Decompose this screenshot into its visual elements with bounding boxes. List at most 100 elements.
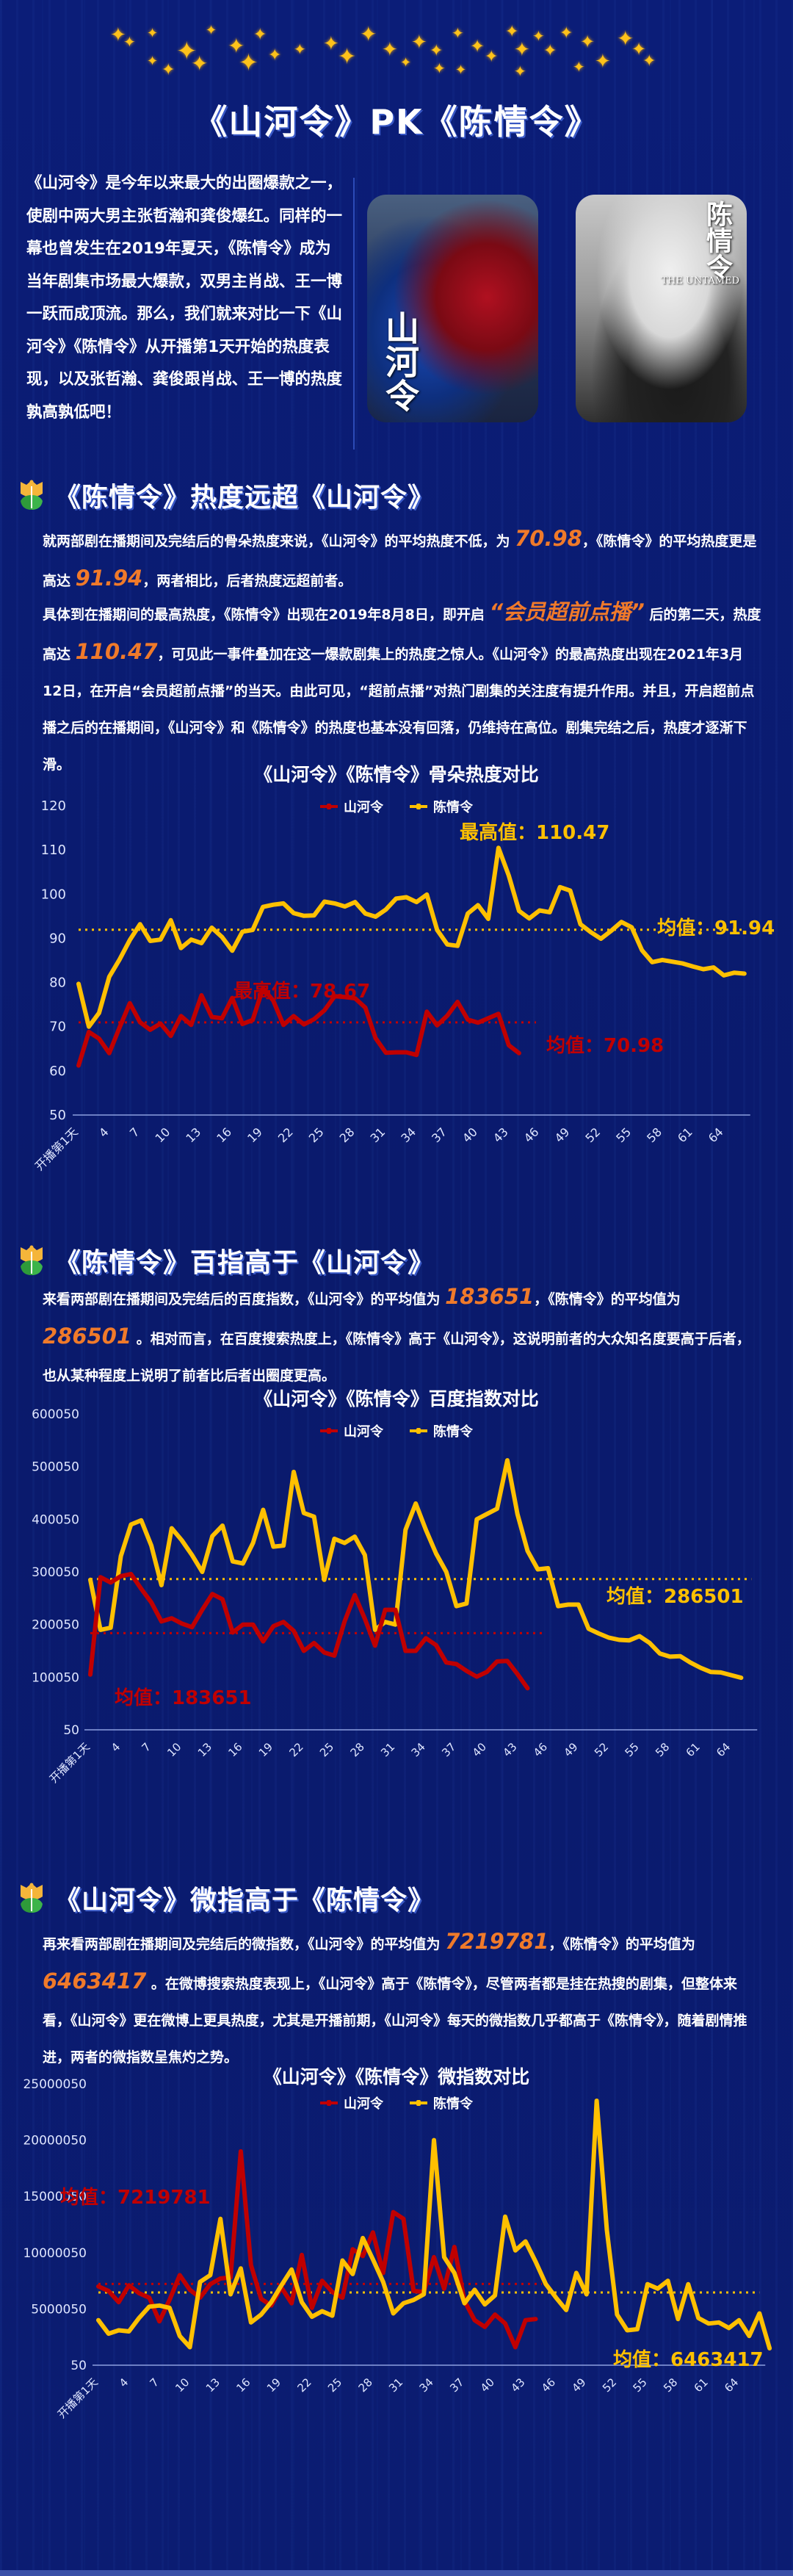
y-tick-label: 50 <box>49 1108 66 1123</box>
sparkle-star-icon: ✦ <box>532 27 545 45</box>
x-tick-label: 28 <box>337 1125 358 1145</box>
y-tick-label: 15000050 <box>23 2190 87 2204</box>
tulip-logo-icon <box>18 1244 46 1277</box>
x-tick-label: 49 <box>552 1125 573 1145</box>
sparkle-star-icon: ✦ <box>470 36 485 57</box>
x-tick-label: 31 <box>378 1740 397 1759</box>
x-tick-label: 28 <box>348 1740 367 1759</box>
x-tick-label: 37 <box>439 1740 458 1759</box>
y-tick-label: 80 <box>49 975 66 991</box>
x-tick-label: 49 <box>569 2375 588 2395</box>
poster-title: 山河令 <box>380 311 420 412</box>
x-tick-label: 49 <box>561 1740 580 1759</box>
x-tick-label: 16 <box>214 1125 234 1145</box>
legend-item: 山河令 <box>320 1421 383 1440</box>
x-tick-label: 22 <box>275 1125 296 1145</box>
x-tick-label: 16 <box>233 2375 253 2395</box>
x-tick-label: 64 <box>722 2375 741 2395</box>
x-tick-label: 40 <box>460 1125 480 1145</box>
x-tick-label: 46 <box>521 1125 542 1145</box>
chart-title: 《山河令》《陈情令》骨朵热度对比 <box>254 764 539 785</box>
y-tick-label: 500050 <box>32 1460 79 1475</box>
section-heading-2: 《陈情令》百指高于《山河令》 <box>18 1241 435 1280</box>
x-tick-label: 25 <box>317 1740 336 1759</box>
intro-paragraph: 《山河令》是今年以来最大的出圈爆款之一，使剧中两大男主张哲瀚和龚俊爆红。同样的一… <box>26 174 343 422</box>
highlight-value: 70.98 <box>515 526 582 551</box>
legend-label: 陈情令 <box>433 1424 473 1440</box>
highlight-value: 6463417 <box>43 1969 147 1994</box>
x-tick-label: 4 <box>109 1740 123 1754</box>
x-tick-label: 25 <box>306 1125 327 1145</box>
x-tick-label: 52 <box>582 1125 603 1145</box>
legend-item: 山河令 <box>320 797 383 816</box>
x-tick-label: 开播第1天 <box>47 1740 93 1786</box>
series-line-chenqingling <box>88 1458 744 1681</box>
vertical-divider <box>353 178 355 450</box>
highlight-value: 110.47 <box>75 639 158 664</box>
tulip-logo-icon <box>18 1882 46 1914</box>
x-tick-label: 19 <box>256 1740 275 1759</box>
legend-swatch-icon <box>320 2100 338 2106</box>
x-tick-label: 43 <box>500 1740 519 1759</box>
sparkle-star-icon: ✦ <box>323 33 339 55</box>
x-tick-label: 61 <box>675 1125 695 1145</box>
x-tick-label: 16 <box>225 1740 245 1759</box>
y-tick-label: 25000050 <box>23 2077 87 2092</box>
x-tick-label: 52 <box>592 1740 611 1759</box>
x-tick-label: 46 <box>539 2375 558 2395</box>
highlight-value: 183651 <box>445 1284 535 1309</box>
legend-swatch-icon <box>410 804 427 809</box>
x-tick-label: 31 <box>367 1125 388 1145</box>
series-line-shanheling <box>88 1571 530 1691</box>
x-tick-label: 37 <box>429 1125 449 1145</box>
sparkle-star-icon: ✦ <box>239 48 258 76</box>
sparkle-star-icon: ✦ <box>452 24 464 42</box>
x-tick-label: 7 <box>147 2375 161 2389</box>
x-tick-label: 25 <box>325 2375 344 2395</box>
sparkle-star-icon: ✦ <box>176 37 198 66</box>
sparkle-star-icon: ✦ <box>147 26 159 41</box>
sparkle-star-icon: ✦ <box>191 51 209 76</box>
x-tick-label: 22 <box>286 1740 305 1759</box>
sparkle-star-icon: ✦ <box>294 40 306 58</box>
sparkle-star-icon: ✦ <box>123 33 136 51</box>
x-tick-label: 58 <box>653 1740 672 1759</box>
sparkle-star-icon: ✦ <box>617 26 634 51</box>
x-tick-label: 34 <box>409 1740 428 1759</box>
legend-item: 陈情令 <box>410 1421 473 1440</box>
sparkle-star-icon: ✦ <box>580 32 595 52</box>
x-tick-label: 37 <box>447 2375 466 2395</box>
sparkle-star-icon: ✦ <box>514 62 526 80</box>
sparkle-star-icon: ✦ <box>411 32 427 54</box>
x-tick-label: 7 <box>127 1125 142 1140</box>
y-tick-label: 200050 <box>32 1618 79 1633</box>
section-title: 《陈情令》热度远超《山河令》 <box>54 483 435 513</box>
sparkle-star-icon: ✦ <box>560 24 573 43</box>
x-tick-label: 10 <box>173 2375 192 2395</box>
poster-title: 陈情令 <box>702 201 733 280</box>
legend-item: 陈情令 <box>410 797 473 816</box>
x-tick-label: 19 <box>245 1125 265 1145</box>
section-paragraph: 再来看两部剧在播期间及完结后的微指数，《山河令》的平均值为 7219781，《陈… <box>43 1929 747 2066</box>
section-heading-3: 《山河令》微指高于《陈情令》 <box>18 1879 435 1917</box>
bottom-bar <box>0 2570 793 2576</box>
legend-item: 山河令 <box>320 2093 383 2113</box>
sparkle-star-icon: ✦ <box>228 34 245 58</box>
section-paragraph: 具体到在播期间的最高热度，《陈情令》出现在2019年8月8日，即开启 “会员超前… <box>43 599 761 773</box>
poster-chenqingling: 陈情令 THE UNTAMED <box>576 195 747 422</box>
x-tick-label: 61 <box>684 1740 703 1759</box>
x-tick-label: 55 <box>613 1125 634 1145</box>
x-tick-label: 22 <box>294 2375 314 2395</box>
sparkle-star-icon: ✦ <box>268 46 282 65</box>
x-tick-label: 10 <box>164 1740 184 1759</box>
highlight-value: 7219781 <box>445 1929 549 1954</box>
x-tick-label: 开播第1天 <box>55 2375 101 2421</box>
x-tick-label: 4 <box>96 1125 112 1140</box>
x-tick-label: 34 <box>417 2375 436 2395</box>
x-tick-label: 4 <box>117 2375 131 2389</box>
highlight-value: “会员超前点播” <box>489 599 645 624</box>
x-tick-label: 58 <box>661 2375 680 2395</box>
sparkle-star-icon: ✦ <box>455 62 467 78</box>
x-tick-label: 55 <box>630 2375 649 2395</box>
x-tick-label: 13 <box>183 1125 203 1145</box>
